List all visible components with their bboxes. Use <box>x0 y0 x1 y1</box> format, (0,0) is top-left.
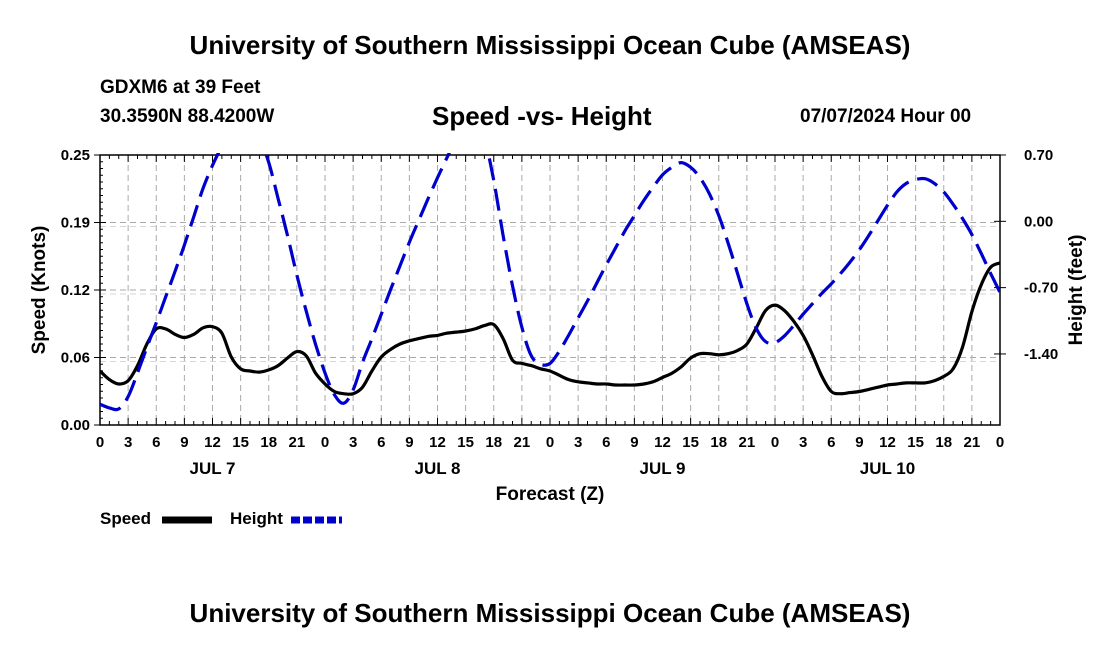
x-tick-label: 0 <box>996 434 1004 451</box>
x-tick-label: 6 <box>602 434 610 451</box>
y-left-tick-label: 0.25 <box>61 147 90 164</box>
x-tick-label: 21 <box>739 434 756 451</box>
x-tick-label: 0 <box>546 434 554 451</box>
x-tick-label: 21 <box>289 434 306 451</box>
x-tick-label: 21 <box>514 434 531 451</box>
y-right-axis-title: Height (feet) <box>1066 235 1087 346</box>
speed-series-line <box>100 261 1000 396</box>
x-day-label: JUL 8 <box>415 459 461 478</box>
x-tick-label: 3 <box>349 434 357 451</box>
x-tick-label: 12 <box>654 434 671 451</box>
x-tick-label: 18 <box>260 434 277 451</box>
x-tick-label: 6 <box>377 434 385 451</box>
chart-title: University of Southern Mississippi Ocean… <box>189 30 911 60</box>
y-left-tick-label: 0.06 <box>61 350 90 367</box>
x-day-label: JUL 9 <box>640 459 686 478</box>
x-tick-label: 15 <box>457 434 474 451</box>
y-left-tick-label: 0.12 <box>61 282 90 299</box>
x-tick-label: 6 <box>152 434 160 451</box>
x-tick-label: 9 <box>855 434 863 451</box>
x-axis-title: Forecast (Z) <box>496 484 605 505</box>
y-right-tick-label: 0.00 <box>1024 213 1053 230</box>
x-tick-label: 9 <box>405 434 413 451</box>
y-right-tick-label: 0.70 <box>1024 147 1053 164</box>
x-day-label: JUL 7 <box>190 459 236 478</box>
x-tick-label: 12 <box>204 434 221 451</box>
x-tick-label: 18 <box>485 434 502 451</box>
y-right-tick-label: -0.70 <box>1024 280 1058 297</box>
coordinates-label: 30.3590N 88.4200W <box>100 106 275 127</box>
x-tick-label: 21 <box>964 434 981 451</box>
x-tick-label: 12 <box>429 434 446 451</box>
y-left-axis-title: Speed (Knots) <box>29 226 50 355</box>
x-tick-label: 18 <box>935 434 952 451</box>
x-tick-label: 0 <box>771 434 779 451</box>
y-right-tick-label: -1.40 <box>1024 346 1058 363</box>
x-tick-label: 3 <box>799 434 807 451</box>
y-left-tick-label: 0.19 <box>61 215 90 232</box>
station-label: GDXM6 at 39 Feet <box>100 77 261 98</box>
x-tick-label: 9 <box>180 434 188 451</box>
x-tick-label: 12 <box>879 434 896 451</box>
x-tick-label: 18 <box>710 434 727 451</box>
x-tick-label: 0 <box>321 434 329 451</box>
footer-title: University of Southern Mississippi Ocean… <box>189 598 911 628</box>
x-tick-label: 9 <box>630 434 638 451</box>
x-tick-label: 15 <box>682 434 699 451</box>
x-tick-label: 15 <box>907 434 924 451</box>
legend-speed-label: Speed <box>100 509 152 528</box>
height-series-line <box>100 153 1000 412</box>
x-tick-label: 15 <box>232 434 249 451</box>
x-tick-label: 3 <box>574 434 582 451</box>
x-tick-label: 3 <box>124 434 132 451</box>
x-tick-label: 6 <box>827 434 835 451</box>
legend-height-label: Height <box>230 509 283 528</box>
chart-subtitle: Speed -vs- Height <box>432 101 652 131</box>
forecast-datetime: 07/07/2024 Hour 00 <box>800 106 972 127</box>
x-tick-label: 0 <box>96 434 104 451</box>
x-day-label: JUL 10 <box>860 459 915 478</box>
y-left-tick-label: 0.00 <box>61 417 90 434</box>
